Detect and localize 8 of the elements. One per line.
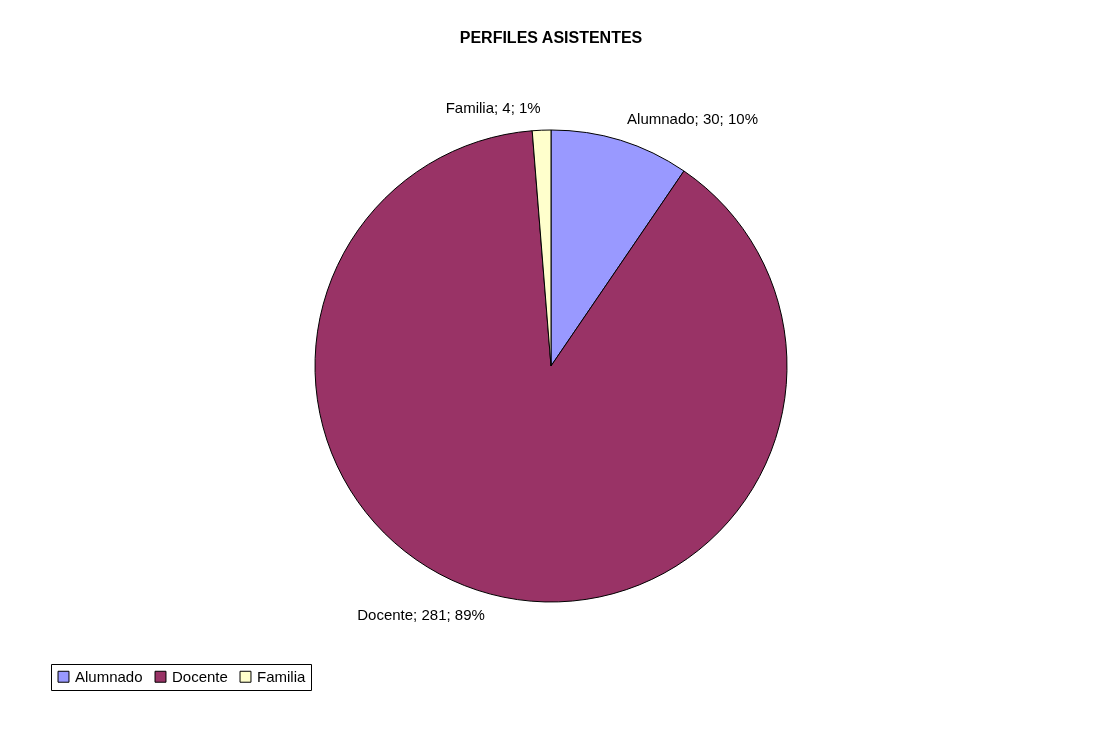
legend-label: Alumnado: [75, 667, 143, 685]
legend-label: Docente: [172, 667, 228, 685]
legend-label: Familia: [257, 667, 306, 685]
data-label: Docente; 281; 89%: [357, 606, 485, 624]
data-label: Familia; 4; 1%: [445, 99, 541, 117]
data-label: Alumnado; 30; 10%: [627, 110, 758, 128]
pie-slice: [314, 130, 788, 603]
chart-title: PERFILES ASISTENTES: [459, 29, 643, 46]
